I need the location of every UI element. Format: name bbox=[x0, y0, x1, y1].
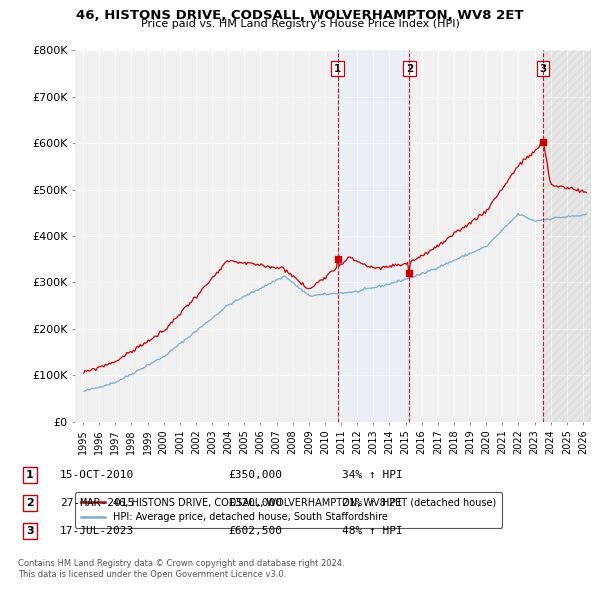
Text: 34% ↑ HPI: 34% ↑ HPI bbox=[342, 470, 403, 480]
Text: 17-JUL-2023: 17-JUL-2023 bbox=[60, 526, 134, 536]
Text: 2: 2 bbox=[26, 498, 34, 507]
Text: 3: 3 bbox=[539, 64, 547, 74]
Text: £602,500: £602,500 bbox=[228, 526, 282, 536]
Text: 3: 3 bbox=[26, 526, 34, 536]
Text: 1: 1 bbox=[26, 470, 34, 480]
Bar bbox=[338, 50, 409, 422]
Text: 46, HISTONS DRIVE, CODSALL, WOLVERHAMPTON, WV8 2ET: 46, HISTONS DRIVE, CODSALL, WOLVERHAMPTO… bbox=[76, 9, 524, 22]
Text: £350,000: £350,000 bbox=[228, 470, 282, 480]
Text: 21% ↑ HPI: 21% ↑ HPI bbox=[342, 498, 403, 507]
Text: 48% ↑ HPI: 48% ↑ HPI bbox=[342, 526, 403, 536]
Text: This data is licensed under the Open Government Licence v3.0.: This data is licensed under the Open Gov… bbox=[18, 571, 286, 579]
Legend: 46, HISTONS DRIVE, CODSALL, WOLVERHAMPTON, WV8 2ET (detached house), HPI: Averag: 46, HISTONS DRIVE, CODSALL, WOLVERHAMPTO… bbox=[75, 491, 502, 528]
Text: Contains HM Land Registry data © Crown copyright and database right 2024.: Contains HM Land Registry data © Crown c… bbox=[18, 559, 344, 568]
Text: 2: 2 bbox=[406, 64, 413, 74]
Text: £320,000: £320,000 bbox=[228, 498, 282, 507]
Text: 15-OCT-2010: 15-OCT-2010 bbox=[60, 470, 134, 480]
Text: 27-MAR-2015: 27-MAR-2015 bbox=[60, 498, 134, 507]
Bar bbox=[543, 50, 591, 422]
Text: Price paid vs. HM Land Registry's House Price Index (HPI): Price paid vs. HM Land Registry's House … bbox=[140, 19, 460, 29]
Text: 1: 1 bbox=[334, 64, 341, 74]
